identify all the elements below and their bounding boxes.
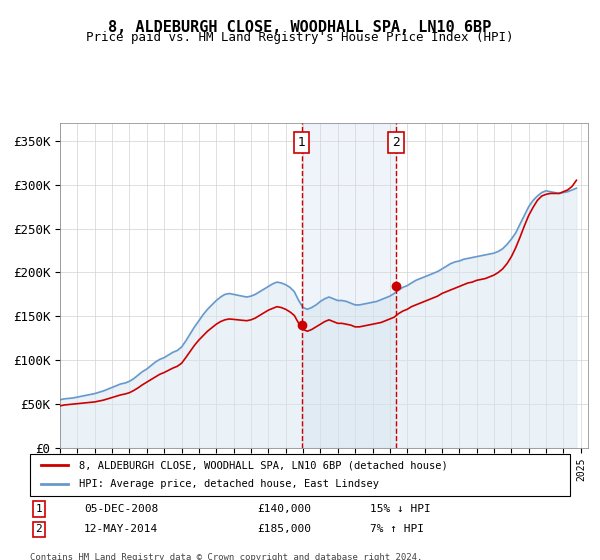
Text: Contains HM Land Registry data © Crown copyright and database right 2024.
This d: Contains HM Land Registry data © Crown c… xyxy=(30,553,422,560)
Text: 8, ALDEBURGH CLOSE, WOODHALL SPA, LN10 6BP: 8, ALDEBURGH CLOSE, WOODHALL SPA, LN10 6… xyxy=(109,20,491,35)
Text: Price paid vs. HM Land Registry's House Price Index (HPI): Price paid vs. HM Land Registry's House … xyxy=(86,31,514,44)
Text: 05-DEC-2008: 05-DEC-2008 xyxy=(84,504,158,514)
Text: 7% ↑ HPI: 7% ↑ HPI xyxy=(370,524,424,534)
Text: 12-MAY-2014: 12-MAY-2014 xyxy=(84,524,158,534)
FancyBboxPatch shape xyxy=(30,454,570,496)
Bar xyxy=(302,123,396,448)
Text: HPI: Average price, detached house, East Lindsey: HPI: Average price, detached house, East… xyxy=(79,479,379,489)
Text: 8, ALDEBURGH CLOSE, WOODHALL SPA, LN10 6BP (detached house): 8, ALDEBURGH CLOSE, WOODHALL SPA, LN10 6… xyxy=(79,460,448,470)
Text: 15% ↓ HPI: 15% ↓ HPI xyxy=(370,504,431,514)
Text: 2: 2 xyxy=(35,524,42,534)
Text: £185,000: £185,000 xyxy=(257,524,311,534)
Text: 2: 2 xyxy=(392,136,400,149)
Text: 1: 1 xyxy=(35,504,42,514)
Text: 1: 1 xyxy=(298,136,306,149)
Text: £140,000: £140,000 xyxy=(257,504,311,514)
